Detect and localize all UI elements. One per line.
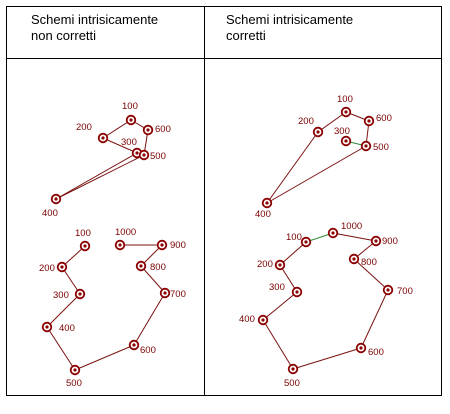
table-border bbox=[6, 6, 442, 396]
node-center-100 bbox=[129, 118, 133, 122]
edge-700-800 bbox=[353, 258, 389, 291]
panel-right-bottom: 100 200 300 400 500 600 700 800 900 1000 bbox=[239, 221, 413, 389]
node-center-500 bbox=[364, 144, 368, 148]
node-center-100 bbox=[304, 240, 308, 244]
node-center-900 bbox=[374, 239, 378, 243]
node-label-900: 900 bbox=[382, 236, 398, 247]
node-center-100 bbox=[83, 244, 87, 248]
edge-200-300 bbox=[279, 264, 298, 293]
node-center-700 bbox=[163, 291, 167, 295]
node-label-100: 100 bbox=[122, 101, 138, 112]
edge-300-400 bbox=[262, 291, 298, 321]
edge-100-200 bbox=[317, 111, 347, 133]
node-center-600 bbox=[146, 128, 150, 132]
node-label-100: 100 bbox=[75, 228, 91, 239]
right-header-line-1: Schemi intrisicamente bbox=[226, 12, 353, 27]
edge-100-200 bbox=[279, 241, 307, 266]
node-center-200 bbox=[278, 263, 282, 267]
node-label-500: 500 bbox=[373, 142, 389, 153]
node-center-600 bbox=[359, 346, 363, 350]
node-center-400 bbox=[265, 201, 269, 205]
edge-200-300 bbox=[102, 137, 138, 154]
node-center-600 bbox=[132, 343, 136, 347]
edge-300-400 bbox=[46, 293, 81, 328]
node-label-900: 900 bbox=[170, 240, 186, 251]
node-label-500: 500 bbox=[66, 378, 82, 389]
node-center-600 bbox=[367, 119, 371, 123]
node-label-500: 500 bbox=[150, 151, 166, 162]
panel-left-bottom: 100 200 300 400 500 600 700 800 900 1000 bbox=[39, 227, 186, 389]
edge-200-400 bbox=[266, 131, 319, 204]
edge-900-1000 bbox=[332, 232, 377, 242]
edge-500-600 bbox=[292, 347, 362, 370]
node-label-100: 100 bbox=[337, 94, 353, 105]
node-label-200: 200 bbox=[257, 259, 273, 270]
node-label-600: 600 bbox=[140, 345, 156, 356]
node-label-300: 300 bbox=[53, 290, 69, 301]
node-label-800: 800 bbox=[150, 262, 166, 273]
edge-400-500 bbox=[46, 326, 76, 371]
node-label-400: 400 bbox=[42, 208, 58, 219]
left-header-line-1: Schemi intrisicamente bbox=[31, 12, 158, 27]
node-label-600: 600 bbox=[376, 113, 392, 124]
node-label-400: 400 bbox=[255, 209, 271, 220]
node-center-300 bbox=[78, 292, 82, 296]
node-label-300: 300 bbox=[121, 137, 137, 148]
node-label-1000: 1000 bbox=[115, 227, 136, 238]
node-label-200: 200 bbox=[76, 122, 92, 133]
node-label-200: 200 bbox=[298, 116, 314, 127]
node-center-700 bbox=[386, 288, 390, 292]
edge-400-500 bbox=[262, 319, 294, 370]
node-center-800 bbox=[139, 264, 143, 268]
panel-left-top: 100 200 300 400 500 600 bbox=[42, 101, 171, 219]
node-label-100: 100 bbox=[286, 232, 302, 243]
node-center-400 bbox=[54, 197, 58, 201]
node-center-200 bbox=[316, 130, 320, 134]
edge-600-700 bbox=[360, 289, 389, 349]
panel-right-top: 100 200 300 400 500 600 bbox=[255, 94, 392, 220]
node-label-700: 700 bbox=[170, 289, 186, 300]
edge-400-500 bbox=[266, 145, 367, 204]
node-label-700: 700 bbox=[397, 286, 413, 297]
node-label-300: 300 bbox=[269, 282, 285, 293]
node-label-600: 600 bbox=[368, 347, 384, 358]
node-center-200 bbox=[60, 265, 64, 269]
node-center-300 bbox=[295, 290, 299, 294]
node-center-1000 bbox=[331, 231, 335, 235]
node-center-300 bbox=[344, 139, 348, 143]
node-center-100 bbox=[344, 110, 348, 114]
node-center-1000 bbox=[118, 243, 122, 247]
node-label-600: 600 bbox=[155, 124, 171, 135]
node-label-400: 400 bbox=[239, 314, 255, 325]
node-label-200: 200 bbox=[39, 263, 55, 274]
node-center-300 bbox=[135, 151, 139, 155]
edge-100-200 bbox=[102, 119, 132, 139]
right-header-line-2: corretti bbox=[226, 28, 266, 43]
node-center-200 bbox=[101, 136, 105, 140]
edge-600-700 bbox=[133, 292, 166, 346]
node-center-500 bbox=[142, 153, 146, 157]
edge-500-600 bbox=[74, 344, 135, 371]
edge-700-800 bbox=[140, 265, 166, 294]
node-label-300: 300 bbox=[334, 126, 350, 137]
node-label-800: 800 bbox=[361, 257, 377, 268]
node-center-400 bbox=[261, 318, 265, 322]
edge-400-500 bbox=[55, 154, 145, 200]
edge-300-400 bbox=[55, 152, 138, 200]
node-label-400: 400 bbox=[59, 323, 75, 334]
left-header-line-2: non corretti bbox=[31, 28, 96, 43]
node-center-500 bbox=[291, 367, 295, 371]
node-label-500: 500 bbox=[284, 378, 300, 389]
node-center-800 bbox=[352, 257, 356, 261]
node-center-400 bbox=[45, 325, 49, 329]
node-label-1000: 1000 bbox=[341, 221, 362, 232]
table-grid bbox=[6, 6, 442, 396]
edge-200-300 bbox=[61, 266, 81, 295]
node-center-500 bbox=[73, 368, 77, 372]
node-center-900 bbox=[160, 243, 164, 247]
